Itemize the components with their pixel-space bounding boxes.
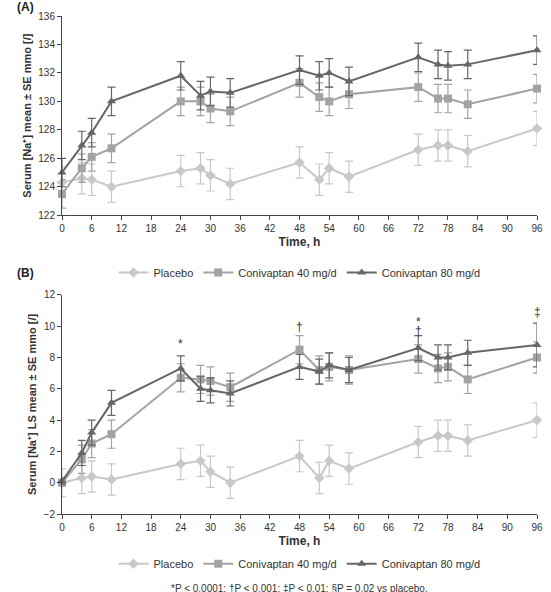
svg-text:Conivaptan 40 mg/d: Conivaptan 40 mg/d — [238, 558, 336, 570]
svg-text:−2: −2 — [44, 509, 56, 520]
svg-text:12: 12 — [116, 522, 128, 533]
svg-text:6: 6 — [89, 223, 95, 234]
svg-text:24: 24 — [175, 522, 187, 533]
svg-text:†: † — [296, 320, 303, 334]
svg-text:Serum [Na⁺] mean ± SE mmo [/]: Serum [Na⁺] mean ± SE mmo [/] — [21, 33, 33, 197]
svg-text:18: 18 — [145, 522, 157, 533]
svg-text:6: 6 — [49, 383, 55, 394]
svg-text:84: 84 — [472, 223, 484, 234]
svg-text:128: 128 — [38, 124, 55, 135]
svg-text:66: 66 — [383, 223, 395, 234]
svg-text:10: 10 — [44, 321, 56, 332]
svg-text:2: 2 — [49, 446, 55, 457]
svg-text:72: 72 — [413, 522, 425, 533]
svg-text:24: 24 — [175, 223, 187, 234]
svg-text:Time, h: Time, h — [279, 534, 321, 548]
svg-text:4: 4 — [49, 415, 55, 426]
svg-text:*: * — [178, 337, 183, 351]
svg-text:90: 90 — [502, 223, 514, 234]
svg-text:0: 0 — [59, 522, 65, 533]
svg-text:12: 12 — [116, 223, 128, 234]
svg-text:54: 54 — [324, 522, 336, 533]
svg-text:78: 78 — [442, 223, 454, 234]
svg-text:134: 134 — [38, 39, 55, 50]
svg-text:†: † — [415, 324, 422, 338]
svg-text:96: 96 — [531, 522, 543, 533]
svg-text:Conivaptan 40 mg/d: Conivaptan 40 mg/d — [238, 267, 336, 279]
svg-text:(A): (A) — [17, 0, 34, 14]
svg-text:78: 78 — [442, 522, 454, 533]
svg-text:(B): (B) — [17, 266, 34, 280]
svg-text:60: 60 — [353, 522, 365, 533]
svg-text:42: 42 — [264, 522, 276, 533]
svg-text:90: 90 — [502, 522, 514, 533]
svg-text:72: 72 — [413, 223, 425, 234]
svg-text:66: 66 — [383, 522, 395, 533]
svg-text:136: 136 — [38, 11, 55, 22]
svg-text:*: * — [416, 315, 421, 329]
svg-text:48: 48 — [294, 223, 306, 234]
svg-text:8: 8 — [49, 352, 55, 363]
svg-text:130: 130 — [38, 96, 55, 107]
svg-text:42: 42 — [264, 223, 276, 234]
svg-text:Conivaptan 80 mg/d: Conivaptan 80 mg/d — [382, 558, 480, 570]
svg-text:30: 30 — [205, 223, 217, 234]
svg-text:Placebo: Placebo — [154, 267, 194, 279]
svg-text:96: 96 — [531, 223, 543, 234]
svg-text:84: 84 — [472, 522, 484, 533]
svg-text:36: 36 — [235, 223, 247, 234]
svg-text:126: 126 — [38, 153, 55, 164]
svg-text:48: 48 — [294, 522, 306, 533]
svg-text:6: 6 — [89, 522, 95, 533]
svg-text:12: 12 — [44, 289, 56, 300]
svg-text:30: 30 — [205, 522, 217, 533]
svg-text:132: 132 — [38, 67, 55, 78]
svg-text:124: 124 — [38, 181, 55, 192]
svg-text:36: 36 — [235, 522, 247, 533]
svg-text:18: 18 — [145, 223, 157, 234]
svg-text:Placebo: Placebo — [154, 558, 194, 570]
svg-text:Conivaptan 80 mg/d: Conivaptan 80 mg/d — [382, 267, 480, 279]
svg-text:60: 60 — [353, 223, 365, 234]
svg-text:‡: ‡ — [534, 305, 541, 319]
svg-text:*P < 0.0001; †P < 0.001; ‡P <: *P < 0.0001; †P < 0.001; ‡P < 0.01; §P =… — [171, 583, 428, 592]
svg-text:0: 0 — [59, 223, 65, 234]
svg-text:0: 0 — [49, 477, 55, 488]
svg-text:54: 54 — [324, 223, 336, 234]
svg-text:122: 122 — [38, 210, 55, 221]
svg-text:Serum [Na⁺] LS mean ± SE mmo [: Serum [Na⁺] LS mean ± SE mmo [/] — [26, 314, 38, 496]
svg-text:Time, h: Time, h — [279, 235, 321, 249]
